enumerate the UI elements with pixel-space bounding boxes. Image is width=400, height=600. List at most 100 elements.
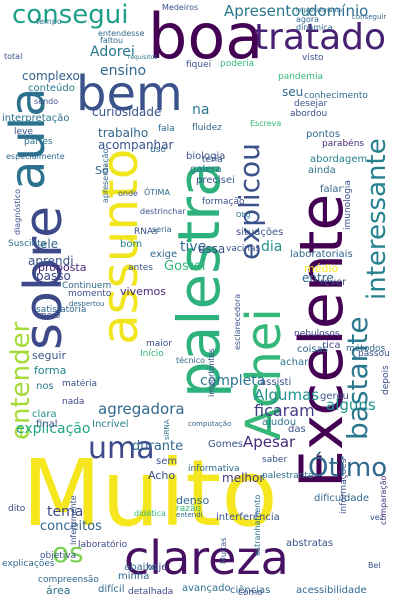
word-cloud-word: dinâmica <box>296 23 333 32</box>
word-cloud-word: Apesar <box>243 433 296 451</box>
word-cloud-word: despertou <box>69 300 105 308</box>
word-cloud-word: momento <box>68 289 112 299</box>
word-cloud-word: tempo <box>36 17 62 26</box>
word-cloud-word: Continuem <box>62 281 112 291</box>
word-cloud-word: onde <box>118 189 138 198</box>
word-cloud-word: leve <box>14 127 33 137</box>
word-cloud-word: compreensão <box>38 575 99 585</box>
word-cloud-word: requisitos <box>128 54 158 61</box>
word-cloud-word: abaixo <box>124 562 158 573</box>
word-cloud-word: especialmente <box>6 152 65 161</box>
word-cloud-word: métodos <box>346 344 386 354</box>
word-cloud-word: conceitos <box>40 519 102 534</box>
word-cloud-word: abstratas <box>286 538 334 549</box>
word-cloud-word: rever <box>320 277 347 288</box>
word-cloud-word: clara <box>32 409 57 420</box>
word-cloud-word: completa <box>200 373 266 389</box>
word-cloud-word: Infelizmente <box>69 495 78 545</box>
word-cloud-word: fala <box>158 124 175 134</box>
word-cloud-word: ciências <box>230 585 271 596</box>
word-cloud-word: acompanhar <box>98 138 174 152</box>
word-cloud-word: trabalho <box>98 126 149 140</box>
word-cloud-word: vivemos <box>120 285 167 298</box>
word-cloud-word: ÓTIMA <box>144 188 170 197</box>
word-cloud-word: vez <box>370 513 384 522</box>
word-cloud-word: explicação <box>16 421 91 437</box>
word-cloud-word: pandemia <box>278 72 323 82</box>
word-cloud-word: nada <box>62 397 85 407</box>
word-cloud-word: visto <box>302 53 324 63</box>
word-cloud-word: nebulosos <box>294 329 340 339</box>
word-cloud-word: biologia <box>186 151 226 162</box>
word-cloud-word: domínio <box>308 2 369 20</box>
word-cloud-word: ensino <box>100 63 147 79</box>
word-cloud-word: os <box>52 536 84 569</box>
word-cloud-word: seu <box>282 85 304 99</box>
word-cloud-word: na <box>192 102 210 118</box>
word-cloud-word: Início <box>140 349 164 359</box>
word-cloud-word: interpretação <box>2 113 70 124</box>
word-cloud-word: conteúdo <box>28 83 75 94</box>
word-cloud-word: antes <box>128 263 153 273</box>
word-cloud-word: Bel <box>368 561 381 570</box>
word-cloud-word: importantes <box>207 348 216 397</box>
word-cloud-word: dito <box>8 504 26 514</box>
word-cloud-word: Muitas <box>219 537 228 564</box>
word-cloud-word: situações <box>236 227 284 238</box>
word-cloud-word: maior <box>146 339 172 349</box>
word-cloud-word: teria <box>202 155 223 165</box>
word-cloud-word: objetiva <box>40 551 77 561</box>
word-cloud-word: tema <box>47 504 84 520</box>
word-cloud-word: das <box>288 424 306 435</box>
word-cloud-word: siRNA <box>163 419 171 440</box>
word-cloud-word: exige <box>150 249 178 260</box>
word-cloud-word: médio <box>304 262 339 275</box>
word-cloud-word: Gostei <box>164 259 206 274</box>
word-cloud-word: Ótimo <box>308 453 388 483</box>
word-cloud-word: área <box>46 584 71 597</box>
word-cloud-word: ainda <box>308 165 336 176</box>
word-cloud-word: vacinas <box>226 244 261 254</box>
word-cloud-word: saber <box>262 455 288 465</box>
word-cloud-word: acessibilidade <box>296 585 367 596</box>
word-cloud-word: aprendi <box>28 254 74 268</box>
word-cloud-word: ficaram <box>254 401 315 420</box>
word-cloud-word: como <box>238 588 263 598</box>
word-cloud-word: meio <box>38 311 61 321</box>
word-cloud-word: bem <box>76 66 183 122</box>
word-cloud-word: entre <box>302 271 334 285</box>
word-cloud-word: palestrante <box>262 471 314 481</box>
word-cloud-word: tratado <box>254 17 387 58</box>
word-cloud-word: bastante <box>341 316 374 440</box>
word-cloud-word: detalhada <box>128 587 174 597</box>
word-cloud-word: RNAs <box>134 227 158 237</box>
word-cloud-word: depois <box>381 365 391 395</box>
word-cloud-word: achar <box>280 357 309 368</box>
word-cloud-word: Muito <box>22 440 278 547</box>
word-cloud-word: forma <box>34 364 67 377</box>
word-cloud-word: avançado <box>182 583 231 594</box>
word-cloud-word: entendesse <box>98 29 145 38</box>
word-cloud-word: poderia <box>220 59 255 69</box>
word-cloud-word: durante <box>132 439 184 454</box>
word-cloud-word: imunologia <box>343 180 353 230</box>
word-cloud-word: galera <box>190 164 222 175</box>
word-cloud-word: Incrível <box>92 419 129 430</box>
word-cloud-word: ajudou <box>262 417 297 428</box>
word-cloud-word: conhecimento <box>304 91 368 101</box>
word-cloud-word: complexo <box>22 69 80 83</box>
word-cloud-word: final <box>36 419 58 430</box>
word-cloud-word: difícil <box>98 584 125 595</box>
word-cloud-word: dia <box>261 239 283 255</box>
word-cloud-word: técnico <box>176 356 206 365</box>
word-cloud-word: Obg <box>236 211 251 219</box>
word-cloud-word: tive <box>180 239 207 255</box>
word-cloud-word: Escreva <box>250 119 282 128</box>
word-cloud-word: pontos <box>306 129 341 140</box>
word-cloud-word: Medeiros <box>162 3 199 12</box>
word-cloud-word: formação <box>202 197 245 207</box>
word-cloud-word: minha <box>118 571 150 582</box>
word-cloud-word: abordagem <box>310 154 368 165</box>
word-cloud-word: apresentação <box>101 148 110 203</box>
word-cloud-word: gerou <box>320 391 349 402</box>
